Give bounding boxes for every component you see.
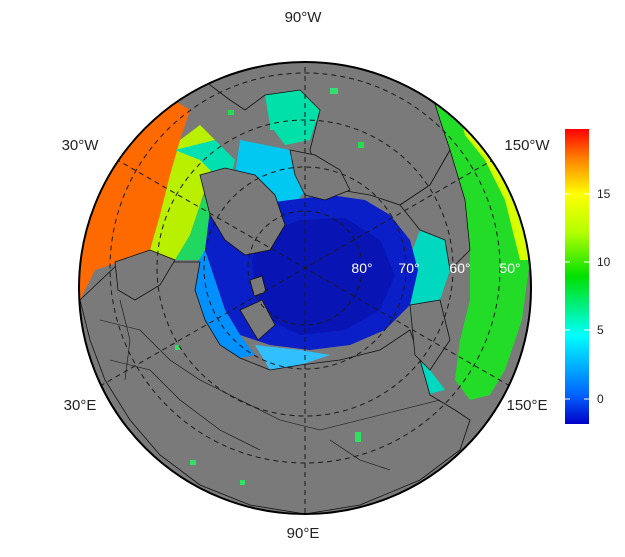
latitude-label-70: 70° (398, 260, 419, 276)
longitude-label-bottom: 90°E (287, 525, 320, 542)
lake (175, 345, 180, 350)
longitude-label-upper-left: 30°W (62, 137, 100, 154)
latitude-label-80: 80° (351, 260, 372, 276)
arctic-basin-core (252, 218, 395, 335)
pacific-yellow-band (460, 115, 530, 260)
lake (355, 432, 361, 442)
lake (190, 460, 196, 465)
colorbar-label-0: 0 (597, 392, 604, 406)
colorbar-gradient (565, 129, 589, 424)
inland-lakes (175, 88, 364, 485)
latitude-label-50: 50° (499, 260, 520, 276)
lake (270, 100, 284, 130)
colorbar-label-5: 5 (597, 323, 604, 337)
meridian-150-30 (99, 149, 511, 387)
latitude-circle-70 (203, 166, 407, 370)
latitude-circle-80 (247, 210, 363, 326)
longitude-label-upper-right: 150°W (504, 137, 550, 154)
colorbar-label-15: 15 (597, 187, 611, 201)
latitude-circle-60 (156, 119, 454, 417)
land-masses (79, 62, 471, 514)
barents-kara-sst (195, 250, 255, 358)
novaya-zemlya-land (239, 299, 276, 341)
lake (330, 88, 338, 94)
scandinavia-land (114, 249, 176, 301)
longitude-label-lower-left: 30°E (64, 397, 97, 414)
globe-outline (78, 61, 532, 515)
graticule (99, 62, 511, 514)
latitude-label-60: 60° (449, 260, 470, 276)
colorbar-ticks (565, 193, 589, 400)
longitude-label-top: 90°W (285, 9, 323, 26)
lake (228, 110, 234, 115)
alaska-land (399, 148, 471, 271)
greenland-land (199, 167, 286, 256)
north-atlantic-sst (79, 98, 190, 300)
colorbar-label-10: 10 (597, 255, 611, 269)
colorbar: 15 10 5 0 (565, 129, 611, 424)
lake (240, 480, 245, 485)
lake (358, 142, 364, 148)
longitude-label-lower-right: 150°E (506, 397, 547, 414)
chukotka-land (409, 299, 451, 371)
